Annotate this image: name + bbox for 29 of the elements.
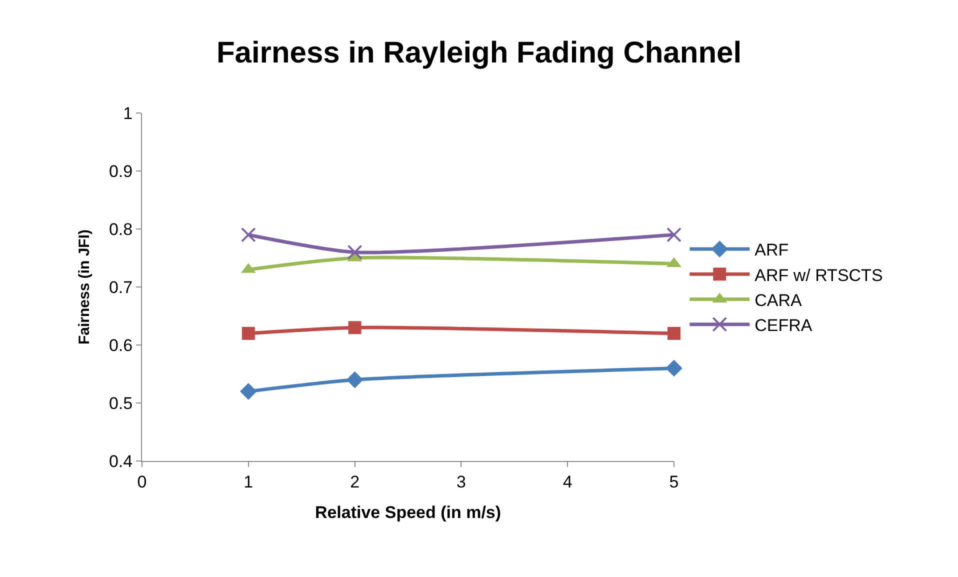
point [346, 371, 364, 388]
x-tick-label: 0 [137, 472, 147, 492]
point [347, 244, 362, 260]
x-tick-label: 2 [350, 472, 360, 492]
x-tick-label: 1 [244, 472, 254, 492]
point [242, 326, 255, 340]
y-tick-label: 0.4 [108, 452, 133, 471]
legend-label: ARF [754, 240, 789, 260]
y-tick-label: 1 [123, 104, 133, 123]
y-axis-title: Fairness (in JFI) [76, 229, 94, 345]
y-tick-label: 0.6 [108, 336, 133, 355]
point [666, 227, 682, 242]
chart-title: Fairness in Rayleigh Fading Channel [216, 36, 742, 70]
point [666, 360, 682, 377]
y-tick-label: 0.7 [108, 278, 133, 297]
x-tick-label: 3 [456, 472, 466, 492]
x-tick-label: 4 [562, 472, 572, 492]
point [240, 227, 256, 242]
legend-label: ARF w/ RTSCTS [754, 266, 883, 285]
y-tick-label: 0.9 [108, 162, 133, 181]
x-axis-title: Relative Speed (in m/s) [314, 502, 502, 522]
legend-label: CARA [754, 290, 803, 310]
x-tick-label: 5 [669, 472, 679, 492]
point [668, 326, 680, 340]
y-tick-label: 0.8 [108, 220, 133, 239]
legend-label: CEFRA [754, 316, 813, 335]
point [240, 382, 257, 400]
y-tick-label: 0.5 [108, 394, 133, 413]
point [348, 321, 362, 334]
